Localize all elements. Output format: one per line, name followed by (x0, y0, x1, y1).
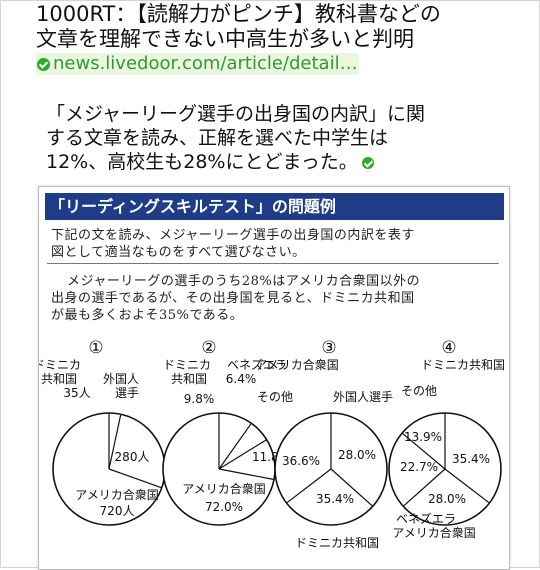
pie-slice-value: 35人 (63, 386, 90, 400)
body-line1: 「メジャーリーグ選手の出身国の内訳」に関 (46, 103, 426, 125)
passage-line1: メジャーリーグの選手のうち28%はアメリカ合衆国以外の (67, 274, 421, 289)
pie-slice-label: 共和国 (41, 372, 77, 386)
tweet-body: 「メジャーリーグ選手の出身国の内訳」に関 する文章を読み、正解を選べた中学生は … (46, 102, 506, 174)
pie-charts: ①ドミニカ共和国外国人選手アメリカ合衆国35人280人720人 ②ドミニカ共和国… (39, 338, 505, 550)
pie-slice-label: ベネズエラ (396, 511, 456, 526)
pie-slice-label: ドミニカ (163, 358, 211, 372)
pie-slice-edge (218, 468, 275, 481)
pie-slice-value: 28.0% (428, 492, 466, 506)
question-line2: 図として適当なものをすべて選びなさい。 (51, 245, 306, 260)
tweet-title-line2: 文章を理解できない中高生が多いと判明 (36, 27, 414, 51)
pie-slice-label: ドミニカ共和国 (421, 358, 505, 372)
pie-slice-edge (108, 468, 162, 489)
quiz-image: 「リーディングスキルテスト」の問題例 下記の文を読み、メジャーリーグ選手の出身国… (38, 186, 510, 570)
pie-number-3: ③ (321, 338, 336, 358)
pie-slice-label: 外国人選手 (333, 390, 393, 404)
pie-slice-value: 13.9% (404, 430, 442, 444)
pie-slice-edge (444, 468, 490, 504)
body-line3-text: 12%、高校生も28%にとどまった。 (46, 151, 358, 173)
pie-slice-value: 280人 (115, 450, 150, 464)
tweet-title-line1: 1000RT：【読解力がピンチ】教科書などの (36, 2, 441, 26)
body-line3: 12%、高校生も28%にとどまった。 (46, 150, 506, 174)
pie-slice-label: 選手 (115, 386, 139, 400)
pie-slice-edge (108, 414, 122, 470)
pie-number-1: ① (88, 338, 103, 358)
body-line2: する文章を読み、正解を選べた中学生は (46, 127, 389, 149)
question-line1: 下記の文を読み、メジャーリーグ選手の出身国の内訳を表す (51, 228, 415, 243)
pie-slice-value: 35.4% (452, 452, 490, 466)
pie-slice-edge (218, 439, 267, 470)
pie-slice-value: 35.4% (316, 492, 354, 506)
pie-slice-label: 共和国 (171, 372, 207, 386)
pie-slice-edge (218, 422, 252, 470)
pie-slice-value: 720人 (100, 504, 135, 518)
pie-slice-value: 72.0% (205, 500, 243, 514)
pie-slice-value: 36.6% (282, 454, 320, 468)
pie-slice-edge (286, 468, 332, 504)
verified-check-icon (361, 156, 374, 169)
pie-number-2: ② (201, 338, 216, 358)
pie-slice-label: その他 (257, 390, 293, 404)
article-link-text[interactable]: news.livedoor.com/article/detail… (53, 53, 358, 74)
pie-slice-label: アメリカ合衆国 (255, 357, 338, 372)
divider (47, 263, 499, 264)
pie-slice-edge (401, 432, 446, 470)
pie-slice-value: 6.4% (226, 372, 257, 386)
article-link[interactable]: news.livedoor.com/article/detail… (36, 53, 359, 75)
pie-slice-label: ドミニカ共和国 (295, 536, 379, 550)
pie-slice-label: アメリカ合衆国 (75, 487, 158, 502)
pie-slice-edge (330, 468, 374, 507)
pie-slice-label: その他 (401, 384, 437, 398)
pie-slice-label: 外国人 (103, 372, 139, 386)
pie-slice-edge (402, 468, 446, 507)
quiz-header: 「リーディングスキルテスト」の問題例 (45, 193, 504, 220)
verified-check-icon (37, 57, 50, 71)
pie-slice-label: アメリカ合衆国 (182, 481, 265, 496)
pie-slice-label: ベネズエラ (227, 357, 287, 372)
pie-slice-label: アメリカ合衆国 (392, 525, 475, 540)
pie-slice-value: 28.0% (338, 448, 376, 462)
pie-number-4: ④ (441, 338, 456, 358)
pie-slice-value: 9.8% (184, 392, 215, 406)
pie-slice-value: 22.7% (400, 460, 438, 474)
passage-line2: 出身の選手であるが、その出身国を見ると、ドミニカ共和国 (51, 291, 415, 306)
pie-slice-label: ドミニカ (39, 358, 81, 372)
passage-line3: が最も多くおよそ35%である。 (51, 308, 244, 323)
